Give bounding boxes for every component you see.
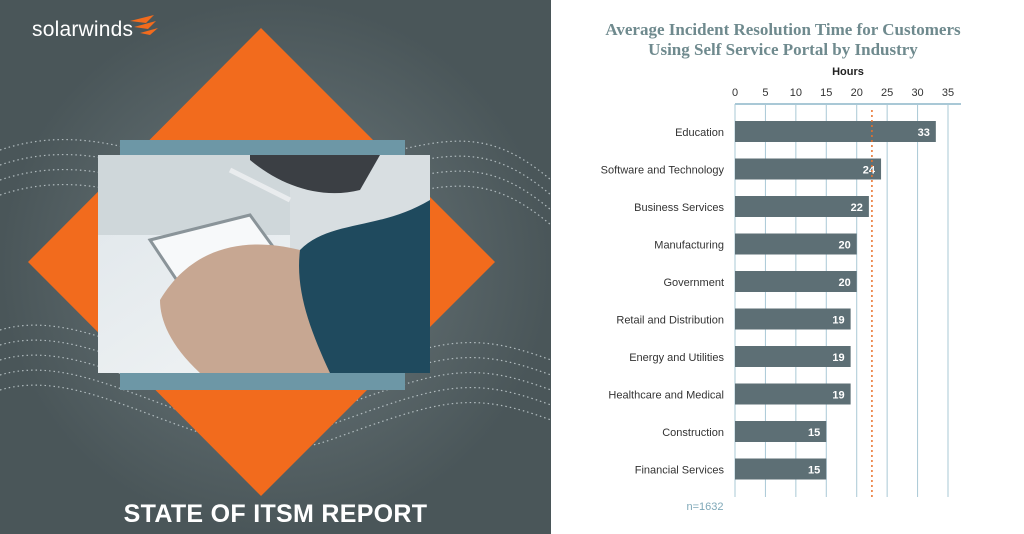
x-tick-label: 30 xyxy=(911,87,923,99)
category-label: Software and Technology xyxy=(601,165,725,177)
bar-data-label: 19 xyxy=(832,352,844,364)
bar xyxy=(735,458,827,480)
category-label: Healthcare and Medical xyxy=(608,390,724,402)
bar xyxy=(735,271,857,292)
bar-data-label: 33 xyxy=(918,127,930,139)
photo-hands-tablet xyxy=(98,155,430,373)
bar-data-label: 20 xyxy=(838,240,850,252)
category-label: Retail and Distribution xyxy=(616,315,724,327)
category-label: Education xyxy=(675,127,724,139)
bar-chart: Average Incident Resolution Time for Cus… xyxy=(601,20,961,513)
bar-data-label: 22 xyxy=(851,202,863,214)
x-axis-label: Hours xyxy=(832,66,864,78)
chart-title-line-1: Average Incident Resolution Time for Cus… xyxy=(605,20,961,39)
bar-data-label: 15 xyxy=(808,427,820,439)
bar xyxy=(735,421,827,442)
solarwinds-bird-icon xyxy=(130,15,158,35)
bar-data-label: 24 xyxy=(863,165,876,177)
category-label: Financial Services xyxy=(635,465,725,477)
category-label: Energy and Utilities xyxy=(629,352,724,364)
report-title: STATE OF ITSM REPORT xyxy=(123,500,428,528)
bar-data-label: 20 xyxy=(838,277,850,289)
bar xyxy=(735,383,851,405)
bar xyxy=(735,233,857,255)
x-tick-label: 35 xyxy=(942,87,954,99)
cover-panel: solarwinds STATE OF ITSM REPORT xyxy=(0,0,551,534)
sample-size-note: n=1632 xyxy=(686,501,723,513)
x-tick-label: 25 xyxy=(881,87,893,99)
bar-data-label: 15 xyxy=(808,465,820,477)
category-label: Business Services xyxy=(634,202,724,214)
x-tick-label: 0 xyxy=(732,87,738,99)
bar xyxy=(735,158,882,180)
x-tick-label: 20 xyxy=(851,87,863,99)
category-label: Manufacturing xyxy=(654,240,724,252)
bar xyxy=(735,346,851,367)
bar xyxy=(735,196,869,217)
chart-title-line-2: Using Self Service Portal by Industry xyxy=(648,40,918,59)
brand-logo-text: solarwinds xyxy=(32,18,134,41)
bar xyxy=(735,121,936,142)
category-label: Construction xyxy=(662,427,724,439)
x-tick-label: 15 xyxy=(820,87,832,99)
bar-data-label: 19 xyxy=(832,315,844,327)
x-tick-label: 5 xyxy=(762,87,768,99)
chart-panel: Average Incident Resolution Time for Cus… xyxy=(551,0,1024,534)
bar-data-label: 19 xyxy=(832,390,844,402)
cover-artwork xyxy=(0,0,551,534)
x-tick-label: 10 xyxy=(790,87,802,99)
bar xyxy=(735,308,851,330)
category-label: Government xyxy=(663,277,724,289)
